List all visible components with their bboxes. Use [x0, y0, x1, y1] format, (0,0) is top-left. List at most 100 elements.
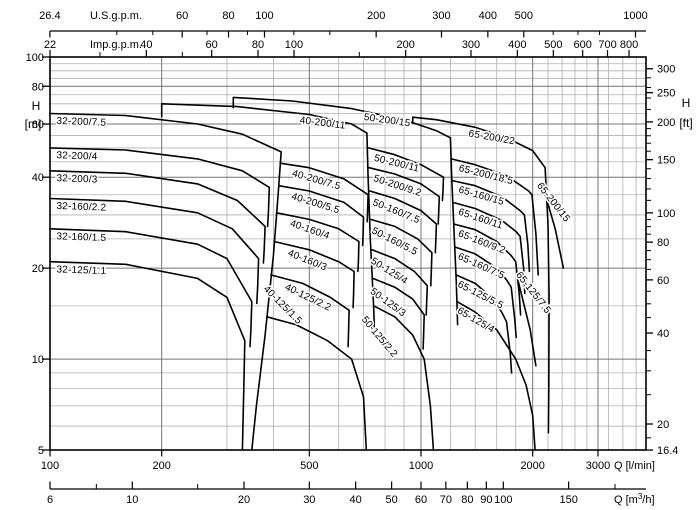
us-gpm-axis-title: U.S.g.p.m. — [90, 10, 142, 22]
us-gpm-tick-label: 200 — [367, 10, 385, 22]
curve-40-200-11 — [160, 103, 376, 336]
imp-gpm-tick-label: 400 — [508, 39, 526, 51]
us-gpm-tick-label: 26.4 — [39, 10, 60, 22]
us-gpm-tick-label: 400 — [479, 10, 497, 22]
curve-65-160-15 — [451, 179, 531, 273]
m3h-tick-label: 50 — [385, 494, 397, 506]
curve-32-125-1-1 — [49, 260, 246, 451]
curve-label-32-200-4: 32-200/4 — [56, 150, 98, 162]
head-ft-tick-label: 16.4 — [657, 445, 678, 457]
imp-gpm-tick-label: 500 — [544, 39, 562, 51]
curve-40-160-3 — [273, 240, 355, 309]
curve-32-160-2-2 — [49, 197, 260, 305]
curve-40-160-4 — [275, 212, 360, 273]
curve-50-160-7-5 — [369, 190, 438, 254]
head-ft-tick-label: 80 — [657, 237, 669, 249]
curve-40-125-2-2 — [270, 274, 350, 348]
head-m-tick-label: 80 — [32, 81, 44, 93]
curve-label-32-160-2-2: 32-160/2.2 — [56, 201, 106, 214]
head-ft-tick-label: 150 — [657, 155, 675, 167]
curve-65-200-15 — [543, 190, 565, 269]
m3h-tick-label: 150 — [559, 494, 577, 506]
head-ft-axis-title: H — [682, 96, 691, 110]
head-m-axis-unit: [m] — [25, 117, 42, 131]
m3h-tick-label: 70 — [440, 494, 452, 506]
curve-50-160-5-5 — [369, 218, 433, 287]
m3h-tick-label: 40 — [350, 494, 362, 506]
us-gpm-tick-label: 100 — [255, 10, 273, 22]
head-m-tick-label: 5 — [38, 445, 44, 457]
head-ft-tick-label: 250 — [657, 88, 675, 100]
head-m-tick-label: 100 — [26, 52, 44, 64]
curve-50-200-15 — [232, 96, 459, 326]
us-gpm-tick-label: 80 — [222, 10, 234, 22]
us-gpm-tick-label: 60 — [176, 10, 188, 22]
curve-label-32-200-7-5: 32-200/7.5 — [56, 116, 106, 129]
head-m-axis-title: H — [32, 99, 41, 113]
curve-65-125-5-5 — [455, 274, 513, 374]
imp-gpm-tick-label: 700 — [598, 39, 616, 51]
m3h-tick-label: 6 — [47, 494, 53, 506]
head-m-tick-label: 10 — [32, 354, 44, 366]
imp-gpm-axis-title: Imp.g.p.m. — [90, 39, 142, 51]
m3h-tick-label: 80 — [461, 494, 473, 506]
curve-50-125-2-2 — [373, 305, 435, 451]
head-ft-tick-label: 20 — [657, 419, 669, 431]
imp-gpm-tick-label: 80 — [252, 39, 264, 51]
curve-65-160-9-2 — [452, 223, 522, 316]
head-ft-axis-unit: [ft] — [679, 116, 692, 130]
curve-65-200-18-5 — [450, 158, 539, 276]
head-ft-tick-label: 300 — [657, 64, 675, 76]
imp-gpm-tick-label: 22 — [44, 39, 56, 51]
curve-50-125-4 — [371, 249, 429, 316]
curve-32-200-4 — [49, 147, 271, 228]
us-gpm-tick-label: 500 — [515, 10, 533, 22]
plot-frame — [49, 56, 647, 451]
lmin-tick-label: 1000 — [409, 460, 433, 472]
head-ft-tick-label: 200 — [657, 117, 675, 129]
curve-50-200-9-2 — [368, 166, 441, 225]
curve-65-160-11 — [452, 201, 526, 295]
head-ft-tick-label: 40 — [657, 328, 669, 340]
curve-65-160-7-5 — [454, 246, 517, 339]
lmin-tick-label: 500 — [300, 460, 318, 472]
m3h-tick-label: 90 — [480, 494, 492, 506]
head-m-tick-label: 20 — [32, 263, 44, 275]
m3h-tick-label: 60 — [415, 494, 427, 506]
m3h-tick-label: 100 — [494, 494, 512, 506]
lmin-tick-label: 3000 — [586, 460, 610, 472]
curve-label-32-125-1-1: 32-125/1.1 — [56, 264, 106, 277]
curve-40-200-7-5 — [279, 162, 369, 223]
imp-gpm-tick-label: 60 — [206, 39, 218, 51]
imp-gpm-tick-label: 40 — [140, 39, 152, 51]
lmin-tick-label: 2000 — [520, 460, 544, 472]
curve-40-125-1-5 — [266, 316, 368, 451]
curve-label-32-160-1-5: 32-160/1.5 — [56, 231, 106, 244]
curve-32-200-3 — [49, 170, 266, 264]
head-m-tick-label: 60 — [32, 119, 44, 131]
curve-65-125-4 — [456, 300, 536, 451]
m3h-tick-label: 10 — [126, 494, 138, 506]
imp-gpm-tick-label: 100 — [285, 39, 303, 51]
imp-gpm-tick-label: 800 — [620, 39, 638, 51]
m3h-tick-label: 30 — [303, 494, 315, 506]
lmin-tick-label: 200 — [153, 460, 171, 472]
head-m-tick-label: 40 — [32, 172, 44, 184]
curve-32-160-1-5 — [49, 228, 253, 348]
curve-65-200-22 — [411, 116, 550, 434]
imp-gpm-tick-label: 200 — [396, 39, 414, 51]
head-ft-tick-label: 60 — [657, 275, 669, 287]
curve-32-200-7-5 — [49, 112, 282, 451]
m3h-tick-label: 20 — [238, 494, 250, 506]
us-gpm-tick-label: 300 — [432, 10, 450, 22]
lmin-axis-title: Q [l/min] — [614, 460, 655, 472]
imp-gpm-tick-label: 600 — [573, 39, 591, 51]
curve-40-200-5-5 — [278, 184, 365, 247]
curve-label-32-200-3: 32-200/3 — [56, 173, 98, 185]
head-ft-tick-label: 100 — [657, 208, 675, 220]
curve-50-200-11 — [367, 147, 445, 202]
us-gpm-tick-label: 1000 — [623, 10, 647, 22]
